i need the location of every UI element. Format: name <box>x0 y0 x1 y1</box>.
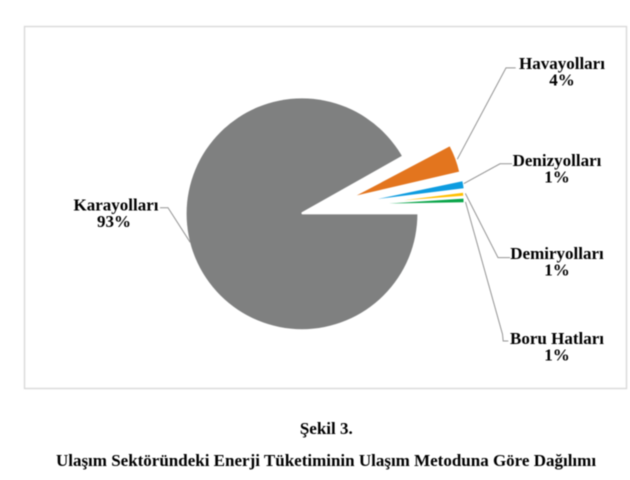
svg-text:Ulaşım Sektöründeki Enerji Tük: Ulaşım Sektöründeki Enerji Tüketiminin U… <box>56 451 596 470</box>
svg-text:Denizyolları: Denizyolları <box>513 151 602 170</box>
svg-text:Havayolları: Havayolları <box>519 54 605 73</box>
svg-text:Şekil 3.: Şekil 3. <box>300 419 353 438</box>
svg-text:1%: 1% <box>544 261 570 280</box>
svg-text:4%: 4% <box>549 71 575 90</box>
svg-text:93%: 93% <box>97 212 131 231</box>
svg-text:Karayolları: Karayolları <box>74 196 159 215</box>
svg-text:Boru Hatları: Boru Hatları <box>510 329 604 348</box>
svg-text:1%: 1% <box>544 168 570 187</box>
svg-text:Demiryolları: Demiryolları <box>510 244 604 263</box>
svg-text:1%: 1% <box>544 346 570 365</box>
